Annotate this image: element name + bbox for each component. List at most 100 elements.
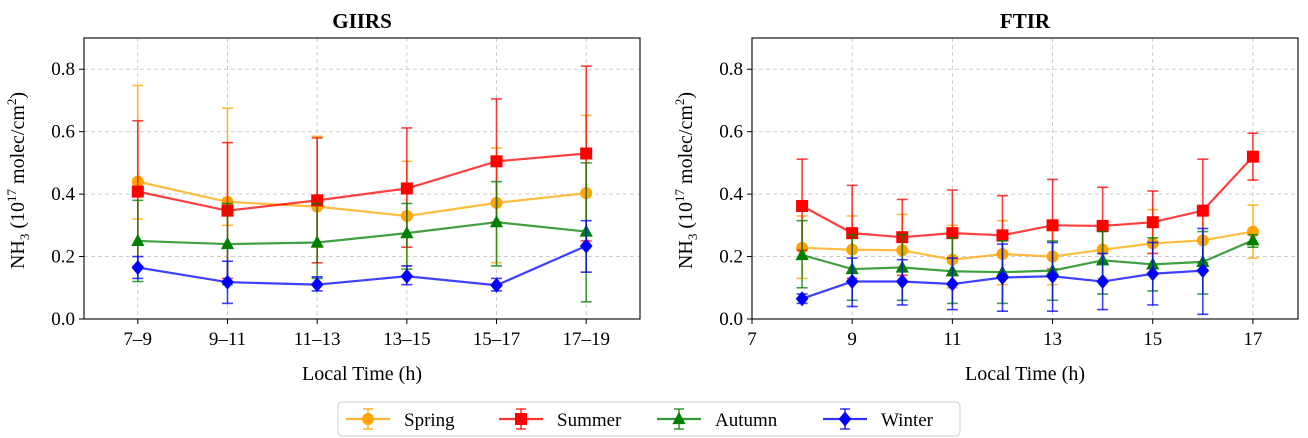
x-tick-label: 9 [847, 329, 857, 350]
data-point [131, 185, 144, 198]
legend-label: Spring [404, 410, 455, 431]
data-point [1096, 274, 1109, 290]
y-axis-label-part: molec/cm [7, 105, 29, 189]
legend-marker [838, 411, 852, 427]
data-point [579, 238, 593, 254]
series-line [801, 155, 1254, 239]
y-axis-label-part: 3 [685, 234, 700, 241]
legend-item-winter: Winter [823, 408, 934, 431]
x-tick-label: 13 [1043, 329, 1062, 350]
y-axis-label-part: 2 [4, 99, 19, 106]
data-point [400, 268, 414, 284]
y-axis-label-part: (10 [675, 202, 697, 234]
data-point [580, 147, 593, 160]
y-axis-label-part: 3 [17, 234, 32, 241]
series-spring [796, 204, 1259, 289]
y-tick-label: 0.8 [51, 59, 75, 80]
y-tick-label: 0.8 [719, 59, 743, 80]
y-axis-label-part: 17 [4, 188, 19, 202]
y-tick-label: 0.6 [51, 122, 75, 143]
data-point [1046, 268, 1059, 284]
y-tick-label: 0.6 [719, 122, 743, 143]
x-tick-label: 11 [943, 329, 961, 350]
data-point [400, 182, 413, 195]
y-axis-label-part: NH [675, 240, 697, 269]
data-point [1246, 150, 1259, 163]
data-point [490, 277, 503, 293]
legend-item-spring: Spring [346, 408, 455, 431]
x-tick-label: 17–19 [562, 329, 610, 350]
legend-label: Summer [557, 410, 622, 431]
data-point [795, 247, 809, 261]
data-point [310, 235, 324, 248]
axes-frame [83, 37, 641, 320]
series-autumn [795, 219, 1260, 305]
series-line [137, 221, 587, 246]
y-axis-label-part: (10 [7, 202, 29, 234]
x-tick-label: 7–9 [124, 329, 153, 350]
x-tick-label: 15–17 [473, 329, 521, 350]
data-point [400, 225, 414, 239]
ftir-panel: 0.0 0.2 0.4 0.6 0.8 7 9 11 13 15 17 FTIR Local Time … [672, 9, 1299, 385]
x-axis-label: Local Time (h) [965, 363, 1085, 385]
y-axis-label-part: 2 [672, 99, 687, 106]
legend-marker [515, 413, 527, 425]
data-point [131, 233, 145, 247]
data-point [220, 236, 235, 250]
data-point [310, 277, 324, 293]
legend-label: Autumn [715, 410, 778, 431]
data-point [946, 227, 959, 240]
data-point [221, 274, 234, 290]
y-axis-label-part: NH [7, 240, 29, 269]
data-point [796, 199, 809, 212]
x-tick-label: 13–15 [383, 329, 431, 350]
x-tick-label: 7 [747, 329, 757, 350]
legend-item-summer: Summer [499, 408, 622, 431]
y-tick-label: 0.2 [51, 247, 75, 268]
x-tick-label: 11–13 [294, 329, 341, 350]
data-point [996, 229, 1009, 242]
series-summer [131, 65, 593, 280]
x-axis-label: Local Time (h) [302, 363, 422, 385]
legend-label: Winter [881, 410, 934, 431]
axes-frame [751, 37, 1299, 320]
y-axis-label-part: ) [675, 92, 697, 99]
data-point [1146, 266, 1160, 282]
legend-item-autumn: Autumn [657, 408, 778, 431]
series-line [137, 152, 587, 212]
legend-marker [362, 413, 374, 425]
x-tick-label: 9–11 [209, 329, 246, 350]
data-point [1246, 233, 1260, 246]
chart-title: FTIR [1000, 9, 1051, 33]
x-tick-label: 15 [1143, 329, 1162, 350]
legend-marker [672, 411, 686, 425]
y-tick-label: 0.0 [51, 309, 75, 330]
series-winter [795, 227, 1210, 316]
data-point [1046, 219, 1059, 232]
legend: Spring Summer Autumn Winter [337, 401, 961, 437]
y-tick-label: 0.0 [719, 309, 743, 330]
x-tick-label: 17 [1243, 329, 1262, 350]
data-point [1196, 204, 1209, 217]
data-point [895, 274, 909, 290]
y-tick-label: 0.4 [51, 184, 75, 205]
data-point [845, 274, 859, 290]
grid [84, 38, 640, 320]
data-point [490, 155, 503, 168]
y-tick-label: 0.2 [719, 247, 743, 268]
y-tick-label: 0.4 [719, 184, 743, 205]
y-axis-label-part: 17 [672, 188, 687, 202]
legend-box [337, 401, 961, 437]
data-point [996, 269, 1009, 285]
series-line [802, 230, 1254, 261]
y-axis-label: NH3 (1017 molec/cm2) [4, 92, 32, 269]
data-point [489, 215, 504, 228]
data-point [1096, 219, 1109, 232]
y-axis-label-part: ) [7, 92, 29, 99]
data-point [1146, 216, 1159, 229]
data-point [846, 227, 859, 240]
series-line [801, 239, 1254, 274]
y-axis-label: NH3 (1017 molec/cm2) [672, 92, 700, 269]
data-point [946, 276, 959, 292]
